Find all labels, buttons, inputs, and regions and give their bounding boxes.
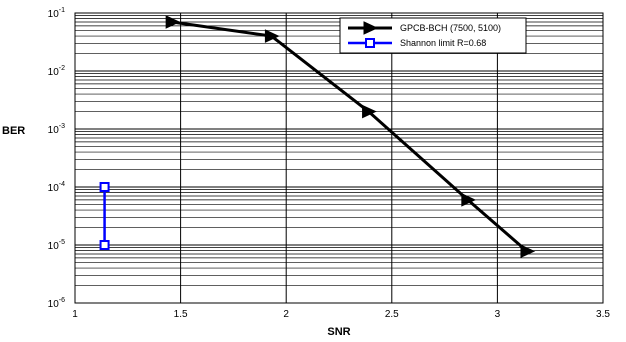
y-tick-exponent: -1 xyxy=(59,7,65,14)
x-tick-label: 1.5 xyxy=(174,309,188,320)
y-tick-label: 10-5 xyxy=(48,239,65,252)
y-axis-label: BER xyxy=(2,125,25,137)
y-tick-label: 10-1 xyxy=(48,7,65,20)
data-point-square xyxy=(99,182,110,192)
legend-entries: GPCB-BCH (7500, 5100) Shannon limit R=0.6… xyxy=(348,21,501,48)
series-2 xyxy=(99,182,110,250)
y-tick-label: 10-6 xyxy=(48,297,65,310)
y-tick-exponent: -4 xyxy=(59,181,65,188)
data-point-square xyxy=(99,240,110,250)
y-tick-base: 10 xyxy=(48,125,60,136)
data-point-square xyxy=(365,38,375,48)
plot-frame xyxy=(74,12,604,304)
x-tick-label: 3 xyxy=(495,309,501,320)
data-point-triangle xyxy=(461,193,477,207)
legend-entry-1: GPCB-BCH (7500, 5100) xyxy=(348,21,501,35)
legend-label: GPCB-BCH (7500, 5100) xyxy=(400,23,501,33)
y-tick-label: 10-3 xyxy=(48,123,65,136)
legend-entry-2: Shannon limit R=0.68 xyxy=(348,38,486,48)
data-point-triangle xyxy=(264,29,280,43)
x-tick-label: 1 xyxy=(72,309,78,320)
x-tick-label: 3.5 xyxy=(596,309,610,320)
data-point-triangle xyxy=(520,244,536,259)
y-tick-exponent: -6 xyxy=(59,297,65,304)
y-tick-exponent: -2 xyxy=(59,65,65,72)
y-tick-base: 10 xyxy=(48,241,60,252)
x-tick-labels: 1 1.5 2 2.5 3 3.5 xyxy=(72,309,610,320)
plot-background xyxy=(75,13,603,303)
y-tick-base: 10 xyxy=(48,299,60,310)
data-point-triangle xyxy=(363,21,379,35)
y-tick-exponent: -3 xyxy=(59,123,65,130)
y-tick-base: 10 xyxy=(48,67,60,78)
data-point-triangle xyxy=(165,15,181,29)
legend: GPCB-BCH (7500, 5100) Shannon limit R=0.6… xyxy=(339,17,527,54)
y-tick-label: 10-2 xyxy=(48,65,65,78)
y-tick-labels: 10-110-210-310-410-510-6 xyxy=(48,7,65,310)
y-tick-base: 10 xyxy=(48,9,60,20)
y-tick-base: 10 xyxy=(48,183,60,194)
y-tick-label: 10-4 xyxy=(48,181,65,194)
series-1 xyxy=(165,15,536,259)
x-tick-label: 2 xyxy=(283,309,289,320)
legend-label: Shannon limit R=0.68 xyxy=(400,38,486,48)
y-tick-exponent: -5 xyxy=(59,239,65,246)
x-tick-label: 2.5 xyxy=(385,309,399,320)
series-layer xyxy=(99,15,536,259)
x-axis-label: SNR xyxy=(327,326,350,338)
data-point-triangle xyxy=(362,104,377,119)
plot-area xyxy=(74,12,604,304)
